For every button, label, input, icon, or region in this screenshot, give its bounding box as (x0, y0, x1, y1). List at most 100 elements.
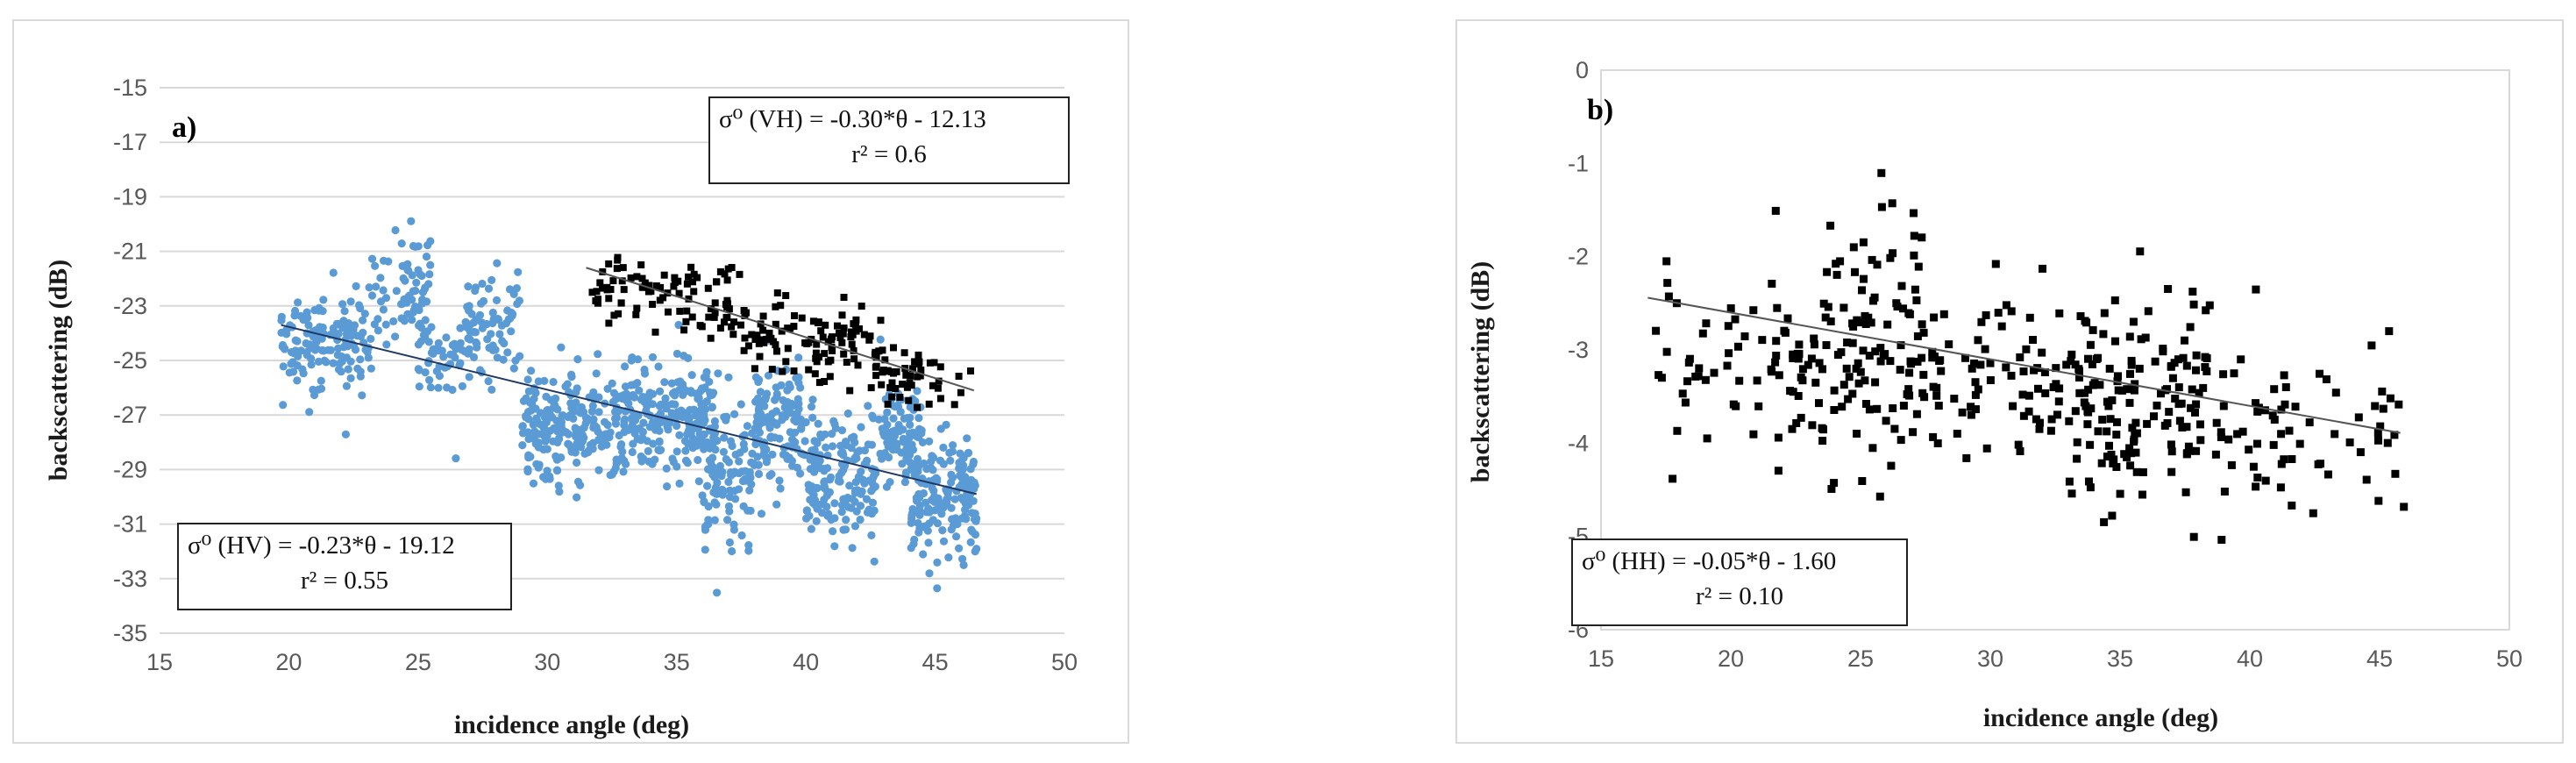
data-point-hv (933, 584, 942, 593)
data-point-hv (683, 459, 692, 467)
data-point-hv (302, 308, 311, 317)
data-point-vh (757, 336, 765, 344)
data-point-hh (2141, 333, 2150, 342)
x-tick-label: 30 (1977, 645, 2003, 672)
data-point-hv (809, 490, 818, 499)
data-point-hv (656, 409, 665, 417)
data-point-hh (2187, 403, 2195, 412)
data-point-hh (2237, 355, 2245, 364)
data-point-hv (516, 352, 524, 360)
data-point-hv (488, 341, 497, 350)
data-point-hh (1771, 206, 1780, 215)
data-point-hv (955, 544, 964, 553)
data-point-hv (745, 486, 754, 495)
data-point-vh (716, 267, 724, 275)
data-point-hh (2164, 285, 2173, 293)
data-point-hv (823, 488, 832, 496)
data-point-hh (1945, 340, 1953, 349)
data-point-hv (810, 446, 819, 454)
data-point-hv (739, 502, 748, 510)
data-point-hh (1953, 430, 1961, 438)
data-point-hv (557, 343, 566, 352)
data-point-hv (628, 353, 637, 362)
data-point-hh (2067, 489, 2076, 498)
data-point-hv (434, 383, 443, 392)
data-point-hh (1914, 262, 1923, 271)
data-point-hh (2288, 455, 2296, 463)
data-point-hv (656, 418, 665, 427)
data-point-vh (817, 327, 825, 335)
data-point-hv (695, 430, 704, 439)
data-point-vh (757, 320, 765, 328)
data-point-vh (884, 400, 892, 408)
data-point-hv (359, 316, 367, 324)
data-point-hh (1848, 339, 1857, 347)
data-point-hv (594, 408, 603, 417)
data-point-hv (710, 473, 719, 481)
data-point-hv (443, 383, 452, 392)
y-tick-label: -15 (113, 75, 147, 101)
scatter-plot-a: -15 -17 -19 -21 -23 -25 -27 -29 -31 -33 -35 15 20 25 3… (44, 75, 1078, 739)
data-point-vh (819, 333, 827, 341)
data-point-hv (463, 347, 472, 356)
data-point-hv (772, 500, 781, 509)
data-point-vh (896, 394, 904, 401)
data-point-hv (670, 388, 680, 396)
x-tick-label: 30 (534, 649, 560, 675)
data-point-vh (737, 321, 744, 329)
data-point-hh (2330, 430, 2339, 439)
data-point-hh (2167, 467, 2176, 476)
data-point-hv (672, 349, 682, 358)
data-point-hh (2192, 351, 2201, 360)
data-point-hv (848, 495, 857, 503)
data-point-vh (890, 344, 897, 352)
data-point-hh (2123, 453, 2131, 461)
data-point-hv (612, 395, 621, 403)
data-point-hh (2019, 367, 2028, 375)
data-point-hv (438, 346, 446, 355)
data-point-hh (2253, 439, 2261, 448)
data-point-hv (479, 296, 488, 305)
data-point-vh (934, 384, 942, 392)
data-point-hv (831, 424, 840, 432)
data-point-hv (860, 479, 869, 488)
data-point-hh (1950, 395, 1959, 403)
data-point-hh (1861, 311, 1869, 320)
data-point-hv (855, 446, 865, 455)
data-point-hh (2108, 396, 2117, 404)
data-point-hh (1899, 304, 1907, 313)
data-point-hh (2196, 436, 2205, 445)
data-point-hv (826, 473, 836, 482)
data-point-hh (1774, 433, 1783, 442)
data-point-vh (594, 299, 601, 307)
data-point-hv (655, 438, 664, 446)
data-point-vh (777, 302, 785, 310)
data-point-hv (307, 354, 316, 363)
data-point-vh (740, 346, 748, 354)
data-point-hv (425, 375, 434, 384)
data-point-hh (2038, 348, 2046, 357)
data-point-hv (907, 440, 916, 449)
data-point-hh (2217, 428, 2225, 437)
data-point-vh (935, 377, 943, 385)
data-point-vh (741, 334, 749, 342)
data-point-hv (553, 455, 562, 464)
data-point-hv (830, 542, 839, 551)
data-point-hh (1808, 421, 1817, 430)
data-point-hv (389, 317, 398, 325)
plot-area-border (1600, 69, 2510, 631)
data-point-vh (676, 307, 684, 315)
data-point-hv (543, 467, 551, 475)
data-point-hv (655, 446, 664, 455)
data-point-hh (2144, 307, 2153, 316)
data-point-hv (414, 365, 423, 374)
data-point-vh (851, 321, 859, 329)
data-point-hv (569, 414, 578, 423)
data-point-hv (937, 510, 946, 518)
data-point-vh (926, 359, 934, 367)
data-point-hh (2073, 438, 2081, 446)
data-point-hh (1772, 352, 1781, 360)
data-point-hv (416, 270, 424, 279)
data-point-hh (2103, 397, 2111, 406)
data-point-hh (1729, 400, 1738, 409)
